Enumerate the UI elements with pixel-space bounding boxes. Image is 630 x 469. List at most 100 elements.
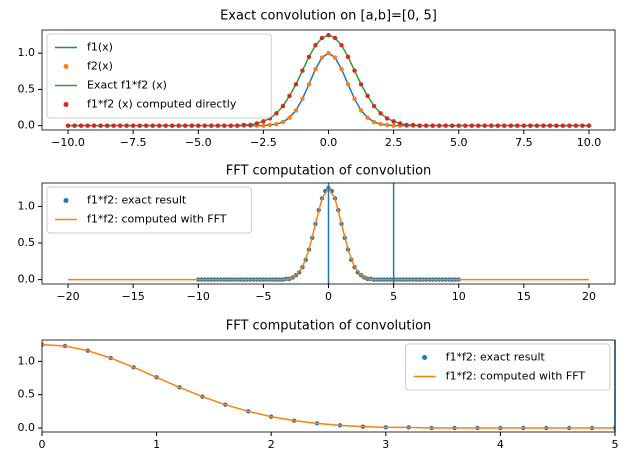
data-point <box>222 123 227 128</box>
legend-swatch <box>63 64 69 69</box>
data-point <box>78 123 84 128</box>
x-tick-label: 4 <box>497 438 504 451</box>
data-point <box>378 111 383 116</box>
data-point <box>280 119 286 125</box>
data-point <box>358 82 364 87</box>
x-tick-label: 2 <box>268 438 275 451</box>
data-point <box>261 119 266 124</box>
data-point <box>143 123 149 128</box>
x-tick-label: 5.0 <box>450 136 468 149</box>
legend-label: Exact f1*f2 (x) <box>87 79 167 92</box>
data-point <box>293 82 299 87</box>
legend-swatch <box>63 198 69 203</box>
plot-area <box>42 342 615 431</box>
data-point <box>423 123 429 128</box>
legend-label: f2(x) <box>87 60 113 73</box>
legend-box <box>46 33 272 119</box>
data-point <box>573 123 579 128</box>
data-point <box>306 82 312 87</box>
x-tick-label: 0.0 <box>320 136 338 149</box>
x-tick-label: −10.0 <box>51 136 85 149</box>
data-point <box>130 123 136 128</box>
data-point <box>274 122 279 127</box>
data-point <box>554 123 559 128</box>
data-point <box>521 123 527 128</box>
data-point <box>124 123 129 128</box>
legend-label: f1*f2: computed with FFT <box>446 370 586 383</box>
data-point <box>339 43 344 48</box>
x-tick-label: 0 <box>325 290 332 303</box>
data-point <box>293 108 299 113</box>
data-point <box>261 123 266 128</box>
data-point <box>476 123 481 128</box>
data-point <box>528 123 533 128</box>
data-point <box>567 123 572 128</box>
data-point <box>436 123 442 128</box>
data-point <box>489 123 494 128</box>
data-point <box>384 122 390 128</box>
data-point <box>228 123 234 128</box>
data-point <box>319 35 325 41</box>
data-point <box>137 123 142 128</box>
x-tick-label: 7.5 <box>515 136 533 149</box>
data-point <box>371 103 377 109</box>
y-tick-label: 1.0 <box>18 354 36 367</box>
series-line <box>42 343 615 429</box>
legend-label: f1*f2: computed with FFT <box>87 213 227 226</box>
data-point <box>267 122 273 128</box>
y-tick-label: 1.0 <box>18 199 36 212</box>
x-tick-label: 0 <box>39 438 46 451</box>
axes-frame <box>41 339 616 433</box>
x-tick-label: −2.5 <box>250 136 277 149</box>
data-point <box>183 123 188 128</box>
data-point <box>365 115 370 120</box>
data-point <box>463 123 468 128</box>
data-point <box>209 123 214 128</box>
legend-box <box>46 186 252 234</box>
axes-frame <box>41 29 616 131</box>
y-tick-label: 0.0 <box>18 119 36 132</box>
data-point <box>300 96 305 102</box>
data-point <box>326 50 331 56</box>
x-tick-label: 5 <box>612 438 619 451</box>
data-point <box>332 55 338 60</box>
data-point <box>332 35 338 41</box>
data-point <box>202 123 207 128</box>
data-point <box>176 123 181 128</box>
data-point <box>326 32 331 38</box>
chart-title: FFT computation of convolution <box>226 164 432 179</box>
data-point <box>287 115 292 120</box>
data-point <box>541 123 546 128</box>
x-tick-label: 15 <box>517 290 531 303</box>
data-point <box>469 123 474 128</box>
chart-title: Exact convolution on [a,b]=[0, 5] <box>220 9 437 24</box>
plot-area <box>68 185 589 282</box>
data-point <box>254 121 260 126</box>
y-tick-label: 0.5 <box>18 388 36 401</box>
x-tick-label: −5 <box>255 290 271 303</box>
data-point <box>456 123 461 128</box>
data-point <box>319 55 325 60</box>
y-tick-label: 0.0 <box>18 421 36 434</box>
data-point <box>235 123 240 128</box>
x-tick-label: −20 <box>56 290 79 303</box>
x-tick-label: −10 <box>187 290 210 303</box>
data-point <box>586 123 592 128</box>
data-point <box>215 123 221 128</box>
data-point <box>378 122 383 127</box>
data-point <box>534 123 540 128</box>
data-point <box>65 123 71 128</box>
data-point <box>170 123 175 128</box>
data-point <box>280 103 286 109</box>
data-point <box>104 123 110 128</box>
data-point <box>384 116 390 121</box>
data-point <box>117 123 123 128</box>
y-tick-label: 0.0 <box>18 273 36 286</box>
x-tick-label: −5.0 <box>185 136 212 149</box>
data-point <box>515 123 520 128</box>
data-point <box>502 123 507 128</box>
y-tick-label: 1.0 <box>18 46 36 59</box>
data-point <box>482 123 487 128</box>
x-tick-label: 1 <box>153 438 160 451</box>
